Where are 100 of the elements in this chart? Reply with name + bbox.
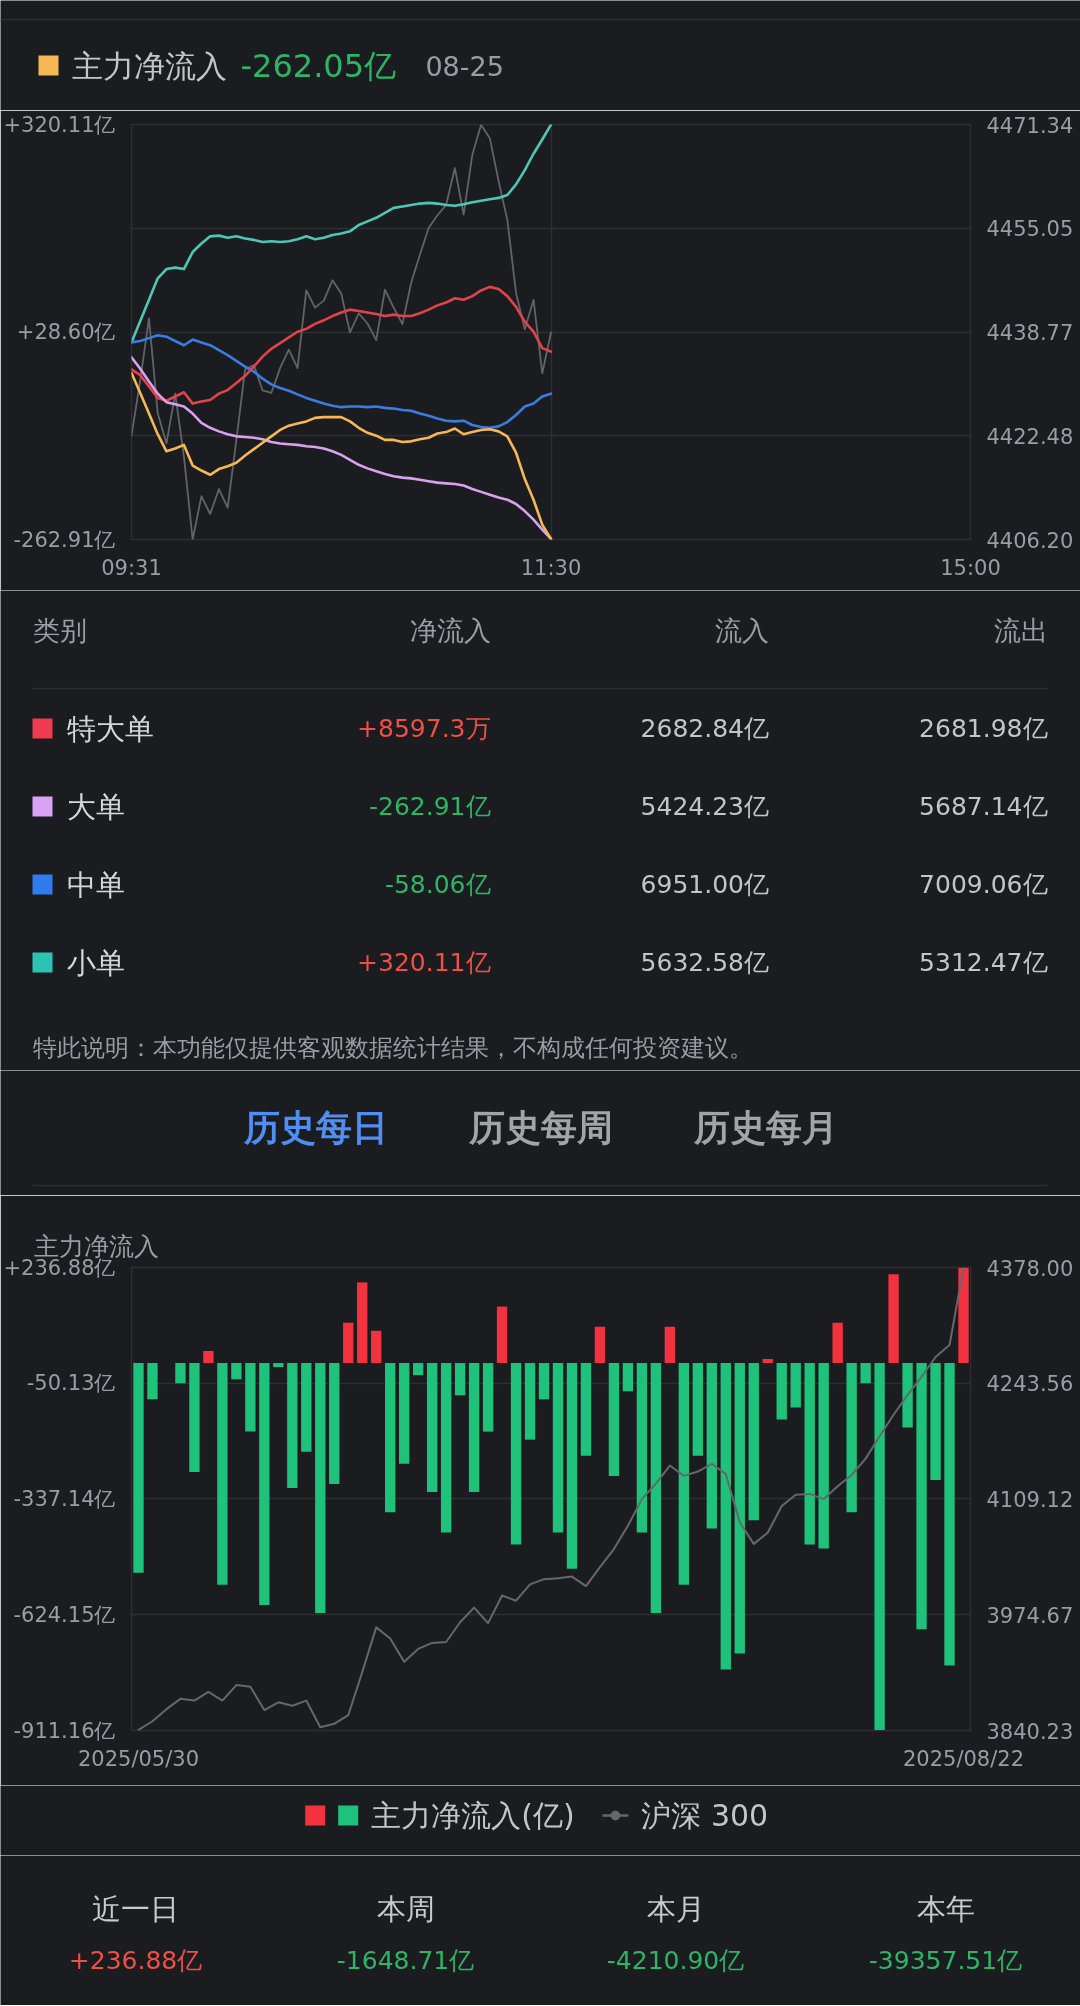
text: 特此说明：本功能仅提供客观数据统计结果，不构成任何投资建议。 — [32, 1033, 753, 1062]
category-label: 历史每周 — [467, 1107, 613, 1148]
y2-tick-label: 4406.20 — [986, 528, 1074, 553]
legend-label: 主力净流入(亿) — [371, 1798, 575, 1833]
category-label: 大单 — [66, 789, 125, 824]
data-label: +8597.3万 — [357, 714, 491, 743]
y2-tick-label: 4243.56 — [986, 1372, 1074, 1397]
bar — [329, 1363, 340, 1485]
bar — [175, 1363, 186, 1384]
bar — [524, 1363, 536, 1440]
bar — [496, 1306, 508, 1364]
legend-label: 主力净流入 — [71, 47, 227, 84]
bar — [468, 1363, 480, 1493]
series-label: 净流入 — [409, 615, 491, 646]
line-series — [131, 124, 552, 540]
text: 类别 — [32, 615, 87, 646]
bar — [203, 1350, 214, 1364]
bar — [510, 1363, 522, 1545]
data-label: -262.91亿 — [369, 792, 491, 821]
data-label: 7009.06亿 — [919, 870, 1048, 899]
bar — [874, 1363, 885, 1731]
bar — [315, 1363, 326, 1614]
category-label: 特大单 — [66, 711, 154, 746]
bar — [566, 1363, 578, 1569]
bar — [301, 1363, 312, 1452]
line-series — [131, 124, 553, 344]
text: -262.05亿 — [240, 46, 397, 85]
y2-tick-label: 3840.23 — [986, 1719, 1074, 1744]
bar — [245, 1363, 256, 1432]
category-label: 历史每日 — [242, 1107, 388, 1148]
x-tick-label: 2025/08/22 — [902, 1746, 1025, 1771]
bar — [916, 1363, 927, 1630]
bar — [371, 1330, 382, 1364]
y-tick-label: +28.60亿 — [16, 320, 116, 344]
bar — [273, 1363, 284, 1368]
y2-tick-label: 4422.48 — [986, 424, 1074, 449]
bar — [706, 1363, 717, 1529]
category-label: 中单 — [66, 867, 125, 902]
data-label: 2682.84亿 — [640, 714, 770, 743]
data-label: -58.06亿 — [384, 870, 491, 899]
data-label: 6951.00亿 — [640, 870, 770, 899]
bar — [818, 1363, 829, 1549]
bar — [664, 1326, 676, 1364]
y-tick-label: -262.91亿 — [13, 527, 116, 552]
category-label: 本年 — [916, 1891, 975, 1926]
data-label: 5687.14亿 — [919, 792, 1048, 821]
data-label: -1648.71亿 — [336, 1946, 475, 1975]
bar — [412, 1363, 424, 1376]
bar — [482, 1363, 494, 1432]
bar — [580, 1363, 592, 1456]
bar — [287, 1363, 298, 1489]
bar — [259, 1363, 270, 1606]
text: 08-25 — [425, 50, 504, 82]
data-label: 5424.23亿 — [640, 792, 770, 821]
bar — [650, 1363, 662, 1614]
data-label: -39357.51亿 — [868, 1946, 1023, 1975]
data-label: 5312.47亿 — [919, 948, 1048, 977]
bar — [748, 1363, 759, 1521]
bar — [189, 1363, 200, 1472]
bar — [860, 1363, 871, 1384]
y-tick-label: -337.14亿 — [13, 1487, 116, 1511]
y-tick-label: -50.13亿 — [26, 1371, 116, 1396]
line-series — [137, 1267, 965, 1731]
bar — [776, 1363, 787, 1420]
bar — [636, 1363, 648, 1533]
y2-tick-label: 4455.05 — [986, 217, 1074, 242]
bar — [902, 1363, 913, 1428]
category-label: 本周 — [376, 1891, 435, 1926]
bar — [399, 1363, 410, 1464]
bar — [762, 1359, 773, 1364]
bar — [217, 1363, 228, 1585]
bar — [231, 1363, 242, 1380]
bar — [734, 1363, 745, 1654]
x-tick-label: 11:30 — [520, 555, 582, 580]
bar — [622, 1363, 634, 1392]
bar — [133, 1363, 144, 1573]
bar — [846, 1363, 857, 1513]
data-label: 2681.98亿 — [919, 714, 1048, 743]
bar — [804, 1363, 815, 1545]
x-tick-label: 15:00 — [940, 555, 1001, 580]
bar — [594, 1326, 606, 1364]
category-label: 小单 — [66, 945, 125, 980]
bar — [930, 1363, 941, 1480]
bar — [147, 1363, 158, 1400]
bar — [608, 1363, 620, 1476]
x-tick-label: 2025/05/30 — [77, 1746, 200, 1771]
bar — [888, 1274, 899, 1364]
bar — [944, 1363, 955, 1666]
y-tick-label: -624.15亿 — [13, 1602, 116, 1627]
category-label: 近一日 — [92, 1891, 179, 1926]
legend-label: 沪深 300 — [641, 1798, 769, 1833]
data-label: +320.11亿 — [357, 948, 491, 977]
data-label: +236.88亿 — [68, 1946, 203, 1975]
y2-tick-label: 3974.67 — [986, 1603, 1074, 1628]
bar — [790, 1363, 801, 1408]
bar — [426, 1363, 438, 1493]
bar — [552, 1363, 564, 1533]
y-tick-label: -911.16亿 — [13, 1718, 116, 1743]
y2-tick-label: 4471.34 — [986, 113, 1074, 138]
y2-tick-label: 4109.12 — [986, 1488, 1074, 1512]
